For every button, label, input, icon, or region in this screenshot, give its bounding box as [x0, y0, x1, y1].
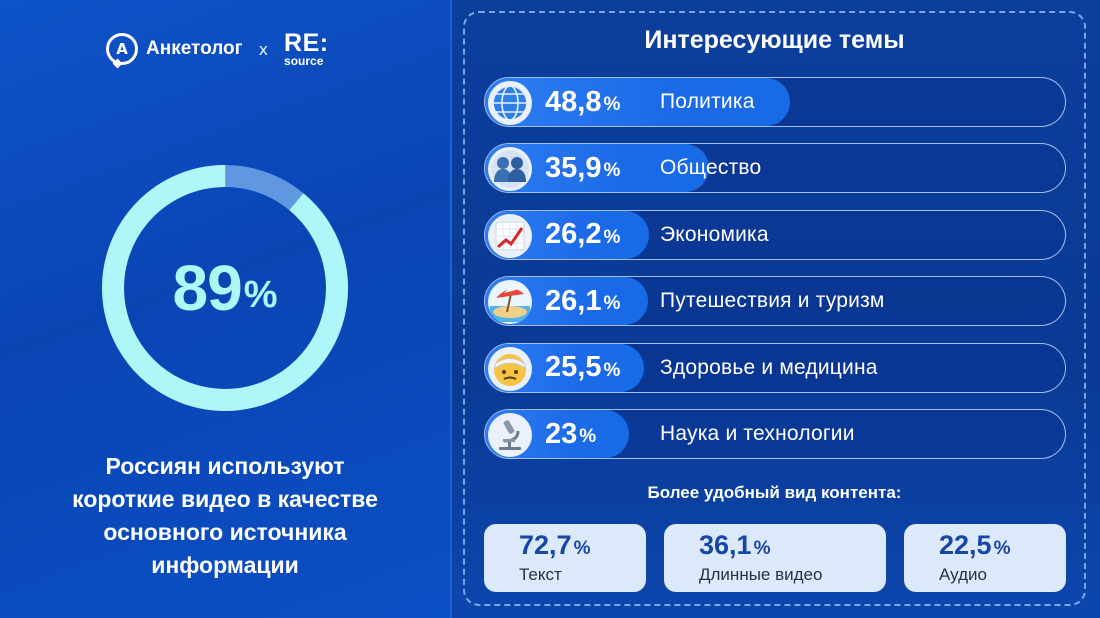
topic-value: 35,9% — [545, 144, 620, 192]
card-value: 22,5 % — [939, 530, 1010, 561]
caption-line: Россиян используют — [105, 453, 345, 479]
chart-up-icon — [488, 213, 532, 258]
topic-value-number: 35,9 — [545, 151, 602, 184]
topic-value: 25,5% — [545, 344, 620, 392]
card-value-number: 22,5 — [939, 530, 992, 560]
topic-row: 26,1% Путешествия и туризм — [484, 276, 1066, 327]
anketolog-logo-letter: А — [116, 40, 128, 58]
topic-value: 26,1% — [545, 277, 620, 325]
topic-value: 26,2% — [545, 211, 620, 259]
donut-value: 89 % — [100, 163, 350, 413]
topic-label: Путешествия и туризм — [660, 289, 885, 313]
donut-chart — [102, 165, 348, 411]
topic-label: Наука и технологии — [660, 422, 855, 445]
left-caption: Россиян используют короткие видео в каче… — [20, 450, 430, 582]
topic-value-unit: % — [603, 359, 621, 381]
topic-value-number: 23 — [545, 417, 578, 450]
topics-title: Интересующие темы — [644, 26, 905, 54]
microscope-icon — [488, 413, 532, 457]
topic-label: Общество — [660, 156, 762, 180]
people-icon — [488, 147, 532, 192]
topic-value-unit: % — [579, 426, 597, 447]
dashed-frame — [463, 11, 1086, 606]
left-panel — [0, 0, 450, 618]
globe-icon — [488, 81, 532, 125]
caption-line: основного источника — [103, 519, 347, 545]
resource-logo-main: RE: — [284, 29, 329, 57]
topic-value-number: 26,2 — [545, 218, 602, 251]
topic-value-number: 26,1 — [545, 284, 602, 317]
caption-line: информации — [151, 552, 299, 578]
topic-value: 48,8% — [545, 78, 620, 126]
panel-divider — [450, 0, 452, 618]
topic-label: Экономика — [660, 222, 769, 246]
card-label: Текст — [519, 565, 562, 584]
donut-value-unit: % — [243, 273, 278, 316]
brand-separator: x — [258, 39, 269, 59]
logos: А Анкетолог x RE: source — [106, 30, 329, 68]
resource-logo: RE: source — [284, 29, 329, 68]
content-card-text: 72,7 % Текст — [484, 524, 646, 592]
topic-row: 25,5% Здоровье и медицина — [484, 342, 1066, 393]
topic-value-unit: % — [603, 226, 621, 248]
content-type-title: Более удобный вид контента: — [647, 483, 902, 502]
card-value-unit: % — [753, 538, 771, 559]
card-value: 72,7 % — [519, 530, 590, 561]
anketolog-brand: Анкетолог — [146, 38, 243, 59]
resource-logo-sub: source — [284, 54, 324, 68]
topic-value-unit: % — [603, 94, 621, 115]
bandaged-face-icon — [488, 346, 532, 391]
topic-bar — [485, 78, 790, 126]
beach-icon — [488, 280, 532, 325]
topic-value-unit: % — [603, 160, 621, 182]
topic-value-unit: % — [603, 293, 621, 315]
topic-value-number: 48,8 — [545, 85, 602, 118]
card-value-unit: % — [573, 538, 591, 559]
card-label: Длинные видео — [699, 565, 823, 584]
card-value-unit: % — [993, 538, 1011, 559]
content-card-audio: 22,5 % Аудио — [904, 524, 1066, 592]
card-value-number: 72,7 — [519, 530, 572, 560]
content-card-long-video: 36,1 % Длинные видео — [664, 524, 886, 592]
card-value: 36,1 % — [699, 530, 770, 561]
anketolog-logo-icon: А — [106, 33, 138, 65]
donut-value-number: 89 — [172, 252, 243, 324]
topic-value-number: 25,5 — [545, 351, 602, 384]
topic-row: 48,8% Политика — [484, 77, 1066, 127]
topic-label: Политика — [660, 90, 755, 113]
topic-value: 23% — [545, 410, 596, 458]
caption-line: короткие видео в качестве — [72, 486, 378, 512]
topic-row: 26,2% Экономика — [484, 209, 1066, 260]
card-value-number: 36,1 — [699, 530, 752, 560]
topic-row: 35,9% Общество — [484, 143, 1066, 194]
card-label: Аудио — [939, 565, 987, 584]
topic-row: 23% Наука и технологии — [484, 409, 1066, 459]
topic-label: Здоровье и медицина — [660, 355, 878, 379]
